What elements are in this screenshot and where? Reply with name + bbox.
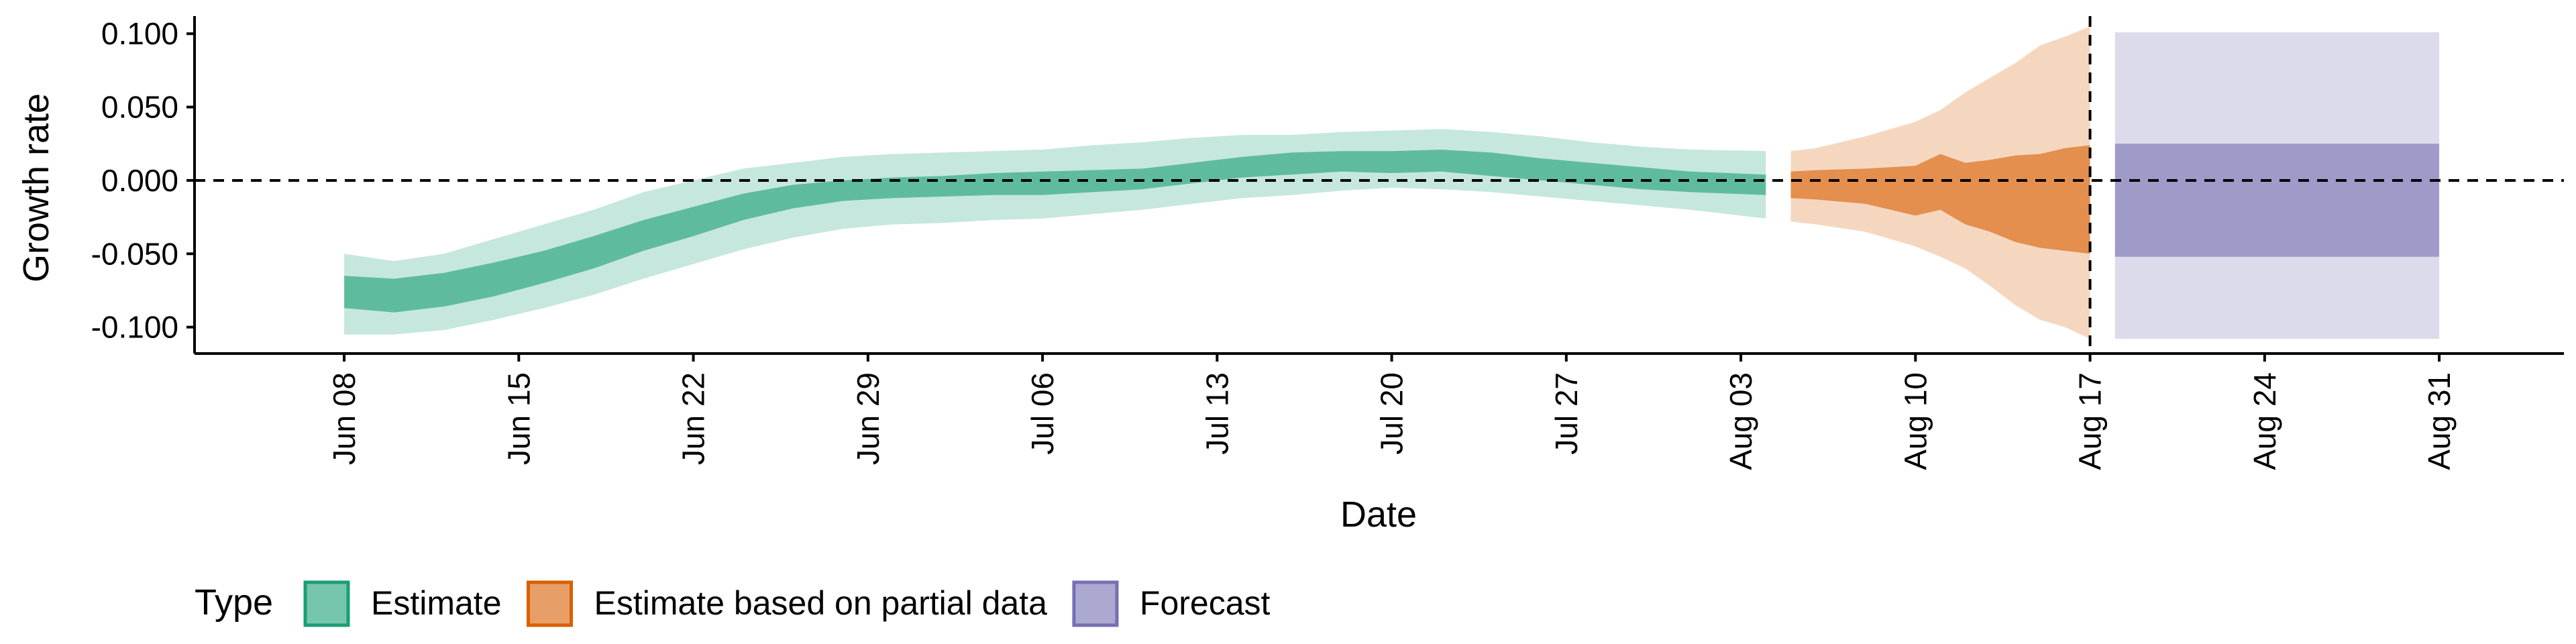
reference-lines [195,16,2564,354]
y-tick-label: -0.050 [91,236,178,271]
y-axis-title: Growth rate [16,93,56,282]
axes: -0.100 -0.050 0.000 0.050 0.100 Jun 08 Jun 15 J… [91,16,2564,470]
x-tick-label: Jun 15 [501,372,536,465]
x-tick-label: Aug 17 [2073,372,2108,470]
x-tick-label: Jun 22 [676,372,711,465]
ribbon-layer [344,26,2440,339]
y-tick-label: 0.100 [101,16,178,51]
legend-swatch-partial [527,580,574,627]
estimate-inner-band [344,150,1766,313]
x-tick-label: Aug 03 [1723,372,1758,470]
x-axis-title: Date [1340,494,1417,535]
y-tick-label: -0.100 [91,310,178,345]
x-tick-label: Jun 08 [327,372,362,465]
x-tick-label: Jul 20 [1375,372,1409,455]
legend-label-forecast: Forecast [1140,584,1271,622]
x-tick-label: Jul 06 [1025,372,1060,455]
forecast-inner-band [2114,144,2440,257]
legend-title: Type [195,582,273,623]
x-tick-label: Aug 10 [1898,372,1933,470]
x-tick-label: Jul 13 [1199,372,1234,455]
legend: Type Estimate Estimate based on partial da… [195,580,1271,627]
x-tick-label: Jun 29 [851,372,885,465]
x-tick-label: Aug 24 [2247,372,2282,470]
legend-label-estimate: Estimate [371,584,502,622]
x-tick-label: Jul 27 [1549,372,1584,455]
x-tick-label: Aug 31 [2422,372,2457,470]
estimate-outer-band [344,129,1766,335]
y-tick-label: 0.050 [101,90,178,125]
legend-label-partial: Estimate based on partial data [594,584,1048,622]
legend-swatch-estimate [303,580,350,627]
partial-inner-band [1790,145,2090,254]
legend-swatch-forecast [1072,580,1119,627]
y-tick-label: 0.000 [101,163,178,198]
